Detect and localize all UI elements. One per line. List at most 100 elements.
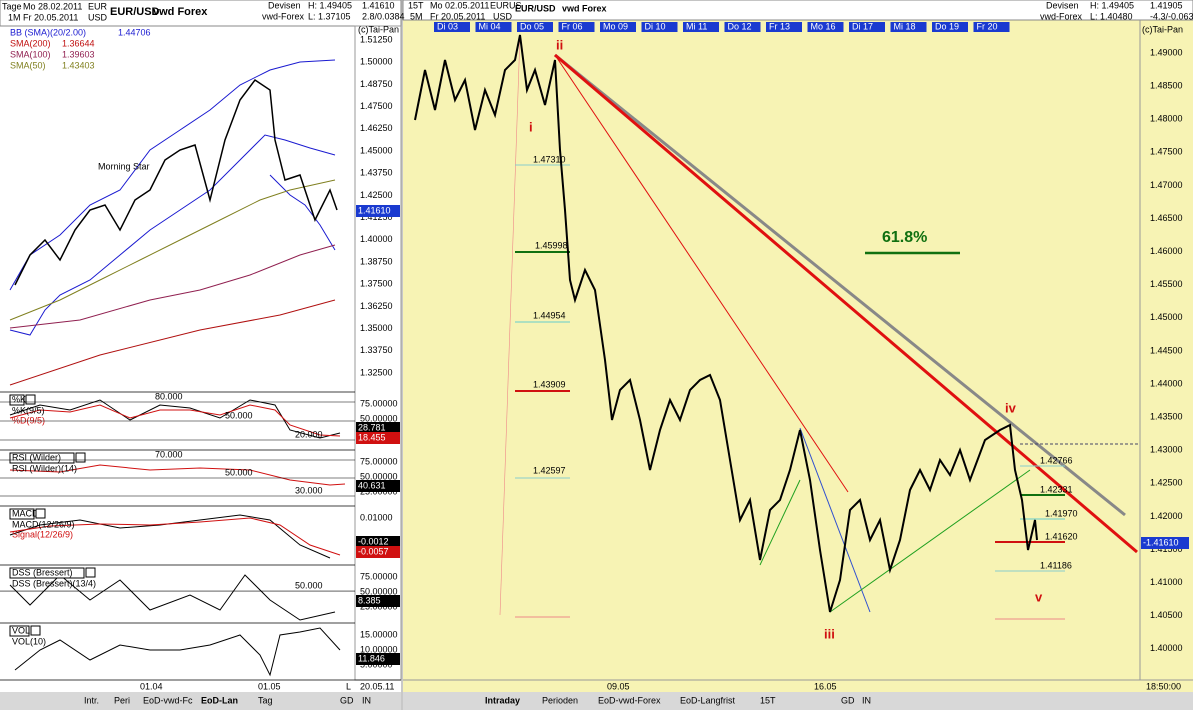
legend-name: SMA(100) xyxy=(10,49,51,59)
y-tick-label: 1.45500 xyxy=(1150,279,1183,289)
tab: IN xyxy=(362,695,371,705)
expand-button[interactable] xyxy=(25,394,36,405)
day-label-bg xyxy=(641,22,678,32)
day-label-bg xyxy=(890,22,927,32)
y-tick-label: 50.00000 xyxy=(360,413,398,423)
value-tag: -0.0012 xyxy=(358,536,389,546)
fib-label: 1.45998 xyxy=(535,240,568,250)
day-label: Di 17 xyxy=(852,21,873,31)
tab: Tag xyxy=(258,695,273,705)
level-label: 50.000 xyxy=(295,580,323,590)
header-text: vwd Forex xyxy=(562,3,607,13)
x-tick-label: 01.04 xyxy=(140,681,163,691)
header-text: Devisen xyxy=(268,0,301,10)
legend-value: 1.43403 xyxy=(62,60,95,70)
y-tick-label: 1.48750 xyxy=(360,79,393,89)
price-tag-bg xyxy=(356,205,400,217)
y-tick-label: 1.46500 xyxy=(1150,213,1183,223)
day-label: Do 12 xyxy=(728,21,752,31)
legend-name: SMA(50) xyxy=(10,60,46,70)
expand-button[interactable] xyxy=(85,567,96,578)
indicator-name: MACD xyxy=(12,508,39,518)
annotation: Morning Star xyxy=(98,161,150,171)
indicator-name: VOL xyxy=(12,625,30,635)
day-label: Di 03 xyxy=(437,21,458,31)
y-tick-label: 1.42500 xyxy=(360,190,393,200)
header-text: USD xyxy=(493,11,513,21)
day-label-bg xyxy=(849,22,885,32)
tab: EoD-vwd-Forex xyxy=(598,695,661,705)
y-tick-label: 1.46250 xyxy=(360,123,393,133)
fib-label: 1.41186 xyxy=(1040,560,1072,570)
indicator-line-name: Signal(12/26/9) xyxy=(12,529,73,539)
retracement-label: 61.8% xyxy=(882,229,927,246)
y-tick-label: 1.40000 xyxy=(1150,643,1183,653)
y-tick-label: 1.35000 xyxy=(360,323,393,333)
date-label: 20.05.11 xyxy=(360,681,394,691)
indicator-line-name: MACD(12/26/9) xyxy=(12,519,75,529)
day-label-bg xyxy=(558,22,595,32)
header-text: USD xyxy=(88,12,108,22)
y-tick-label: 1.37500 xyxy=(360,279,393,289)
tab: Perioden xyxy=(542,695,578,705)
y-tick-label: 1.48500 xyxy=(1150,80,1183,90)
indicator-line-name: RSI (Wilder)(14) xyxy=(12,463,77,473)
x-tick-label: 16.05 xyxy=(814,681,837,691)
fib-label: 1.47310 xyxy=(533,154,566,164)
indicator-box xyxy=(9,567,85,579)
day-label: Mi 04 xyxy=(479,21,501,31)
day-label: Mo 09 xyxy=(603,21,628,31)
legend-name: BB (SMA)(20/2.00) xyxy=(10,27,86,37)
y-tick-label: 1.43500 xyxy=(1150,411,1183,421)
expand-button[interactable] xyxy=(35,508,46,519)
y-tick-label: 1.45000 xyxy=(360,145,393,155)
y-tick-label: 1.51250 xyxy=(360,34,393,44)
header-text: Mo 28.02.2011 xyxy=(23,1,82,11)
tab: IN xyxy=(862,695,871,705)
legend-value: 1.36644 xyxy=(62,38,95,48)
expand-button[interactable] xyxy=(30,625,41,636)
expand-button[interactable] xyxy=(75,452,86,463)
wave-label: iv xyxy=(1005,400,1017,415)
indicator-name: %K xyxy=(12,394,26,404)
header-text: Fr 20.05.2011 xyxy=(430,11,485,21)
y-tick-label: 75.00000 xyxy=(360,398,398,408)
y-tick-label: 1.33750 xyxy=(360,345,393,355)
indicator-name: RSI (Wilder) xyxy=(12,452,61,462)
indicator-line-name: %K(9/5) xyxy=(12,405,45,415)
value-tag: 18.455 xyxy=(358,432,386,442)
y-tick-label: 15.00000 xyxy=(360,629,398,639)
level-label: 50.000 xyxy=(225,467,253,477)
y-tick-label: 10.00000 xyxy=(360,644,398,654)
right-panel xyxy=(403,0,1193,710)
y-tick-label: 1.40000 xyxy=(360,234,393,244)
header-text: EUR xyxy=(88,1,108,11)
wave-label: i xyxy=(529,119,533,134)
value-tag: -0.0057 xyxy=(358,546,389,556)
indicator-name: DSS (Bressert) xyxy=(12,567,73,577)
fib-label: 1.41970 xyxy=(1045,508,1078,518)
fib-label: 1.42766 xyxy=(1040,455,1073,465)
header-text: vwd-Forex xyxy=(262,11,305,21)
value-tag-bg xyxy=(356,432,400,444)
y-tick-label: 1.41000 xyxy=(1150,577,1183,587)
price-tag-bg xyxy=(1141,537,1189,549)
header-text: L: 1.37105 xyxy=(308,11,351,21)
header-text: L: 1.40480 xyxy=(1090,11,1133,21)
header-text: 2.8/0.0384 xyxy=(362,11,405,21)
fib-label: 1.41620 xyxy=(1045,531,1078,541)
wave-label: iii xyxy=(824,626,835,641)
price-tag: -1.41610 xyxy=(1143,537,1179,547)
legend-name: SMA(200) xyxy=(10,38,51,48)
day-label-bg xyxy=(475,22,512,32)
left-axis xyxy=(354,25,402,681)
header-text: Tage xyxy=(2,1,22,11)
value-tag-bg xyxy=(356,480,400,492)
left-panel xyxy=(0,0,401,710)
tab: Intraday xyxy=(485,695,520,705)
y-tick-label: 1.50000 xyxy=(360,57,393,67)
header-text: H: 1.49405 xyxy=(1090,0,1134,10)
header-text: 1M xyxy=(8,12,21,22)
level-label: 30.000 xyxy=(295,485,323,495)
y-tick-label: 1.42500 xyxy=(1150,478,1183,488)
